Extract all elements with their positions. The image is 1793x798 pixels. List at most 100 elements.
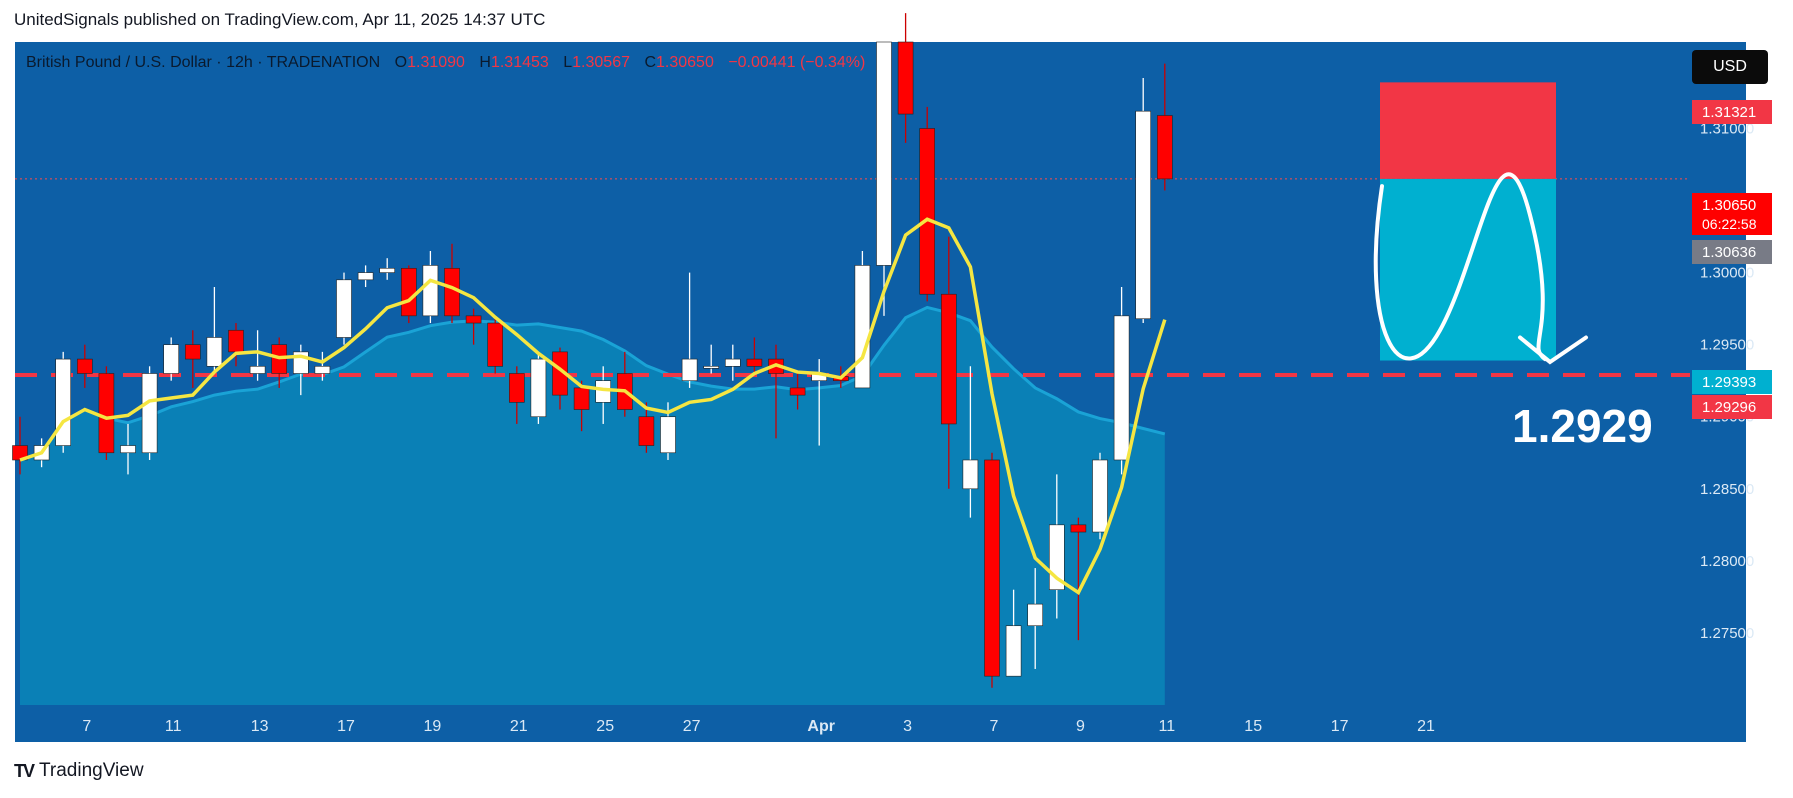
candle-body xyxy=(854,265,871,389)
candle-body xyxy=(379,267,396,273)
candle-body xyxy=(746,358,763,367)
candle-body xyxy=(595,380,612,403)
price-label-text: 1.29296 xyxy=(1702,399,1756,416)
price-label-box xyxy=(1692,193,1772,235)
currency-selector-button[interactable]: USD xyxy=(1692,50,1768,84)
slow-ma-area xyxy=(20,307,1165,705)
change-value: −0.00441 (−0.34%) xyxy=(728,54,866,71)
x-tick-label: 11 xyxy=(1158,718,1175,735)
candle-body xyxy=(703,365,720,369)
candle-body xyxy=(789,387,806,396)
candle-body xyxy=(724,358,741,367)
open-value: 1.31090 xyxy=(407,54,465,71)
y-tick-label: 1.28500 xyxy=(1700,481,1754,498)
x-tick-label: 3 xyxy=(903,718,912,735)
symbol-legend: British Pound / U.S. Dollar · 12h · TRAD… xyxy=(26,54,865,72)
open-label: O xyxy=(394,54,408,71)
candle-body xyxy=(897,41,914,115)
price-label-box xyxy=(1692,100,1772,124)
x-tick-label: 13 xyxy=(251,718,269,735)
candle-body xyxy=(1027,603,1043,627)
projection-arrow xyxy=(1373,172,1547,362)
candle-body xyxy=(487,322,504,367)
x-tick-label: 19 xyxy=(424,718,442,735)
candle-body xyxy=(249,365,266,374)
x-tick-label: 7 xyxy=(990,718,999,735)
candle-body xyxy=(336,279,352,338)
candle-body xyxy=(228,329,244,353)
candle-body xyxy=(1135,110,1151,320)
candle-body xyxy=(314,365,331,374)
x-tick-label: Apr xyxy=(807,718,835,735)
candle-body xyxy=(98,373,115,454)
x-tick-label: 25 xyxy=(596,718,614,735)
candle-body xyxy=(141,373,158,454)
tradingview-logo-icon: TV xyxy=(14,760,35,781)
x-tick-label: 9 xyxy=(1076,718,1085,735)
x-tick-label: 17 xyxy=(1331,718,1349,735)
candle-body xyxy=(206,337,223,367)
price-label-box xyxy=(1692,240,1772,264)
x-tick-label: 7 xyxy=(82,718,91,735)
target-price-text: 1.2929 xyxy=(1512,400,1653,452)
candle-body xyxy=(422,265,439,317)
x-axis-strip xyxy=(15,705,1746,742)
low-label: L xyxy=(563,54,573,71)
tradingview-brand: TradingView xyxy=(39,760,144,781)
candle-body xyxy=(357,272,374,281)
candle-body xyxy=(1113,315,1130,461)
candle-body xyxy=(876,41,892,266)
publisher-header: UnitedSignals published on TradingView.c… xyxy=(14,10,546,29)
candle-body xyxy=(1070,524,1087,533)
candle-body xyxy=(573,387,590,410)
candle-body xyxy=(681,358,698,382)
candle-body xyxy=(984,459,1000,677)
tradingview-footer[interactable]: TV TradingView xyxy=(14,760,144,782)
high-label: H xyxy=(479,54,491,71)
close-value: 1.30650 xyxy=(656,54,714,71)
stop-loss-box xyxy=(1380,82,1556,179)
candle-body xyxy=(55,358,72,446)
candle-body xyxy=(919,128,936,295)
candle-body xyxy=(660,416,676,454)
price-label-text: 1.30636 xyxy=(1702,244,1756,261)
candle-body xyxy=(530,358,547,418)
candle-body xyxy=(940,293,957,425)
y-tick-label: 1.31000 xyxy=(1700,120,1754,137)
y-tick-label: 1.30000 xyxy=(1700,265,1754,282)
candle-body xyxy=(962,459,979,490)
y-tick-label: 1.27500 xyxy=(1700,625,1754,642)
candle-body xyxy=(508,373,525,403)
x-tick-label: 21 xyxy=(1417,718,1435,735)
fast-ma-line xyxy=(19,217,1167,596)
candle-body xyxy=(185,344,201,360)
x-tick-label: 17 xyxy=(337,718,355,735)
y-tick-label: 1.28000 xyxy=(1700,553,1754,570)
slow-ma-line xyxy=(19,305,1166,462)
x-tick-label: 27 xyxy=(683,718,701,735)
price-label-text: 1.29393 xyxy=(1702,374,1756,391)
price-label-box xyxy=(1692,395,1772,419)
candle-body xyxy=(465,315,482,324)
candle-body xyxy=(400,267,417,317)
candle-body xyxy=(120,445,136,454)
price-label-text: 1.31321 xyxy=(1702,104,1756,121)
countdown-text: 06:22:58 xyxy=(1702,216,1757,232)
x-tick-label: 11 xyxy=(165,718,182,735)
x-tick-label: 15 xyxy=(1244,718,1262,735)
candle-body xyxy=(163,344,179,374)
x-tick-label: 21 xyxy=(510,718,528,735)
symbol-title: British Pound / U.S. Dollar · 12h · TRAD… xyxy=(26,54,381,71)
candle-body xyxy=(77,358,93,374)
high-value: 1.31453 xyxy=(490,54,549,71)
candle-body xyxy=(1005,625,1022,677)
arrow-head-icon xyxy=(1518,335,1588,365)
price-label-text: 1.30650 xyxy=(1702,197,1756,214)
candle-body xyxy=(444,267,460,317)
candle-body xyxy=(638,416,655,446)
candle-body xyxy=(1092,459,1108,533)
y-tick-label: 1.29500 xyxy=(1700,337,1754,354)
low-value: 1.30567 xyxy=(572,54,630,71)
close-label: C xyxy=(644,54,657,71)
